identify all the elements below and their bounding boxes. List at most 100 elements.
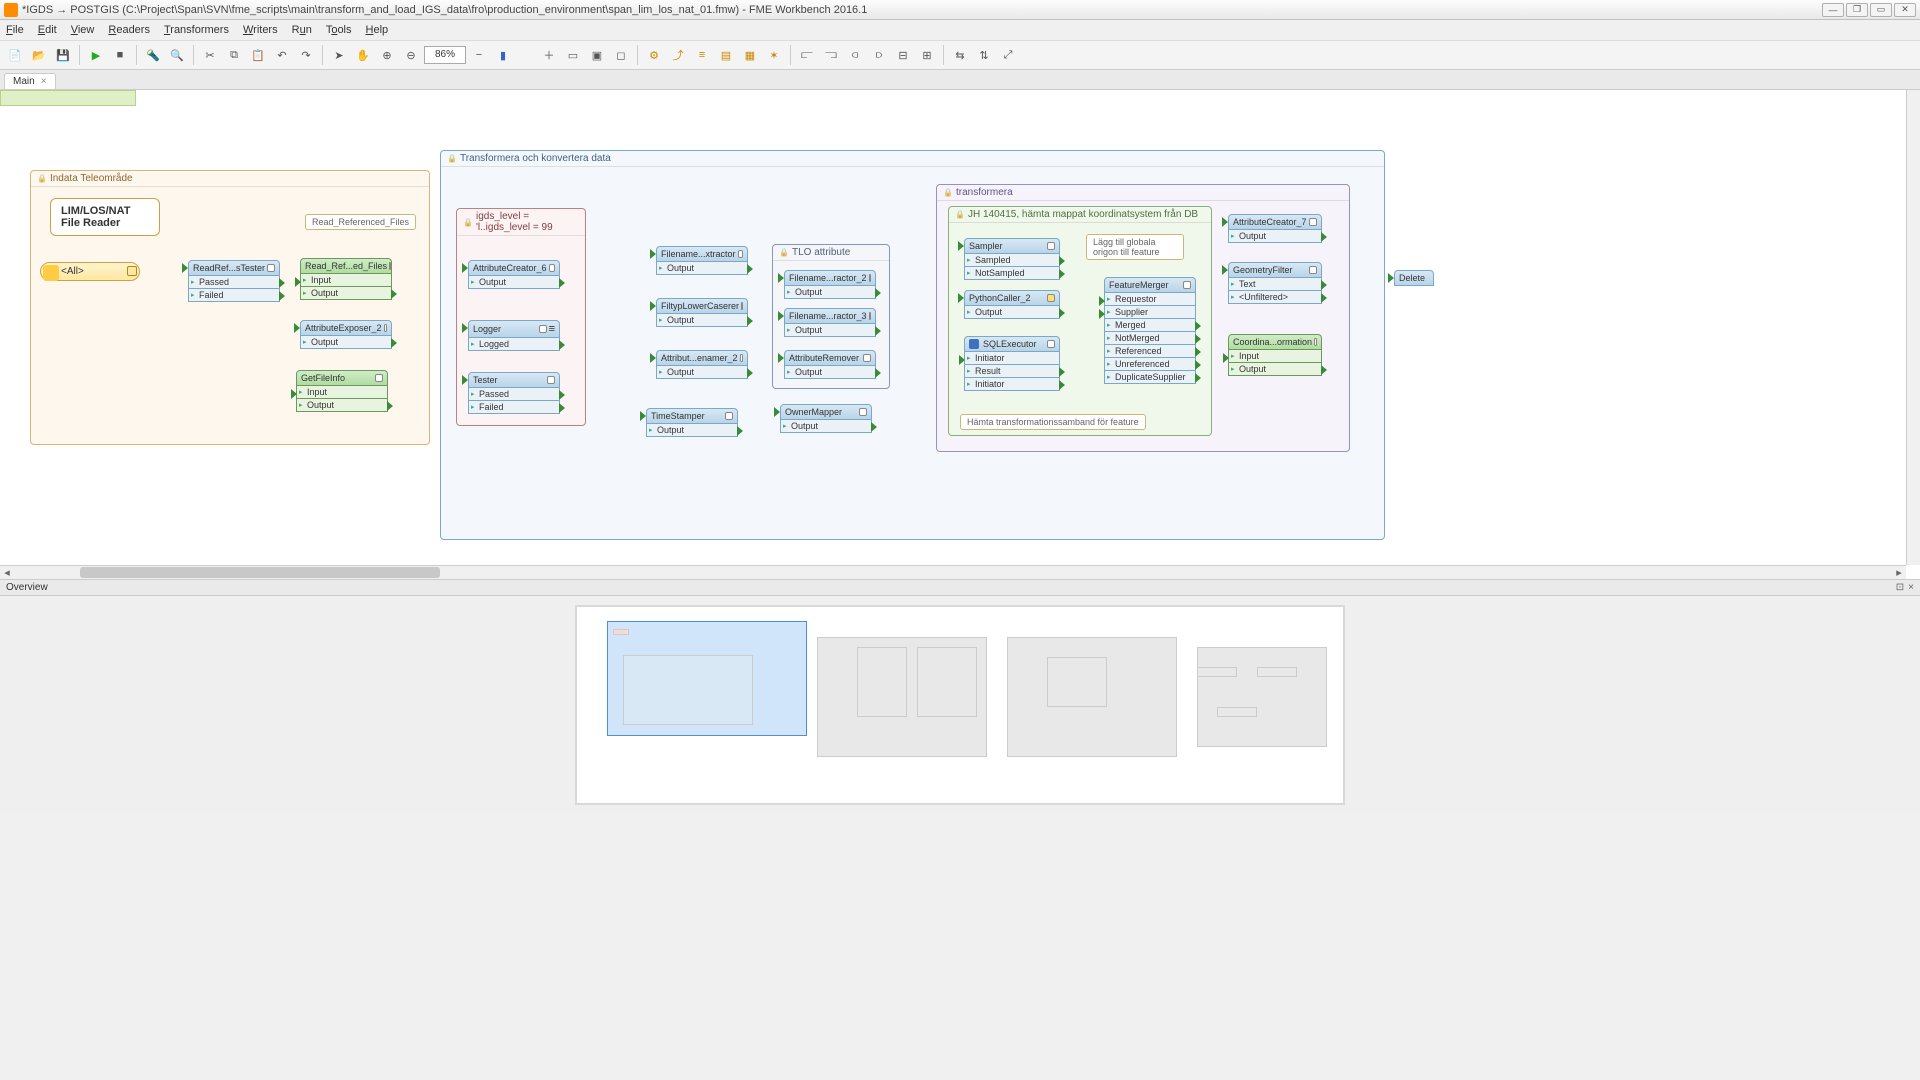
annot-readref[interactable]: Read_Referenced_Files <box>305 214 416 230</box>
node-ac7[interactable]: AttributeCreator_7 Output <box>1228 214 1322 243</box>
menu-transformers[interactable]: Transformers <box>164 24 229 36</box>
node-fm[interactable]: FeatureMerger Requestor Supplier Merged … <box>1104 277 1196 384</box>
bookmark-igds-title: igds_level = 'l..igds_level = 99 <box>457 209 585 236</box>
node-om[interactable]: OwnerMapper Output <box>780 404 872 433</box>
copy-icon[interactable]: ⧉ <box>223 44 245 66</box>
node-readref[interactable]: Read_Ref...ed_Files Input Output <box>300 258 392 300</box>
tab-close-icon[interactable]: × <box>41 76 47 87</box>
feature-all[interactable]: <All> <box>40 262 140 281</box>
gear-icon[interactable] <box>127 266 137 276</box>
node-flc[interactable]: FiltypLowerCaserer Output <box>656 298 748 327</box>
tool2-icon[interactable]: ▣ <box>586 44 608 66</box>
node-fnx[interactable]: Filename...xtractor Output <box>656 246 748 275</box>
node-sampler[interactable]: Sampler Sampled NotSampled <box>964 238 1060 280</box>
scroll-left-icon[interactable]: ◂ <box>0 566 14 579</box>
menu-help[interactable]: Help <box>366 24 389 36</box>
node-exposer[interactable]: AttributeExposer_2 Output <box>300 320 392 349</box>
menu-tools[interactable]: Tools <box>326 24 352 36</box>
node-sql[interactable]: SQLExecutor Initiator Result Initiator <box>964 336 1060 391</box>
reader-node[interactable]: LIM/LOS/NAT File Reader <box>50 198 160 236</box>
find-icon[interactable]: 🔍 <box>166 44 188 66</box>
overview-undock-icon[interactable]: ⊡ <box>1896 582 1904 593</box>
overview-panel[interactable] <box>0 596 1920 814</box>
tool1-icon[interactable]: ▭ <box>562 44 584 66</box>
node-logger[interactable]: Logger≡ Logged <box>468 320 560 351</box>
bookmark-jh-title: JH 140415, hämta mappat koordinatsystem … <box>949 207 1211 223</box>
annot-hamta[interactable]: Hämta transformationssamband för feature <box>960 414 1146 430</box>
node-tester2[interactable]: Tester Passed Failed <box>468 372 560 414</box>
annot-lagg[interactable]: Lägg till globala origon till feature <box>1086 234 1184 260</box>
close-button[interactable]: ✕ <box>1894 3 1916 17</box>
node-fr3[interactable]: Filename...ractor_3 Output <box>784 308 876 337</box>
dist1-icon[interactable]: ⇆ <box>949 44 971 66</box>
stop-icon[interactable]: ■ <box>109 44 131 66</box>
tool6-icon[interactable]: ≡ <box>691 44 713 66</box>
align3-icon[interactable]: ⫏ <box>844 44 866 66</box>
save-icon[interactable]: 💾 <box>52 44 74 66</box>
zoom-input[interactable]: 86% <box>424 46 466 64</box>
feature-icon <box>43 265 59 281</box>
node-gf[interactable]: GeometryFilter Text <Unfiltered> <box>1228 262 1322 304</box>
tool4-icon[interactable]: ⚙ <box>643 44 665 66</box>
cut-icon[interactable]: ✂ <box>199 44 221 66</box>
align2-icon[interactable]: ⫎ <box>820 44 842 66</box>
annotation-block[interactable] <box>0 90 136 106</box>
hscrollbar[interactable]: ◂ ▸ <box>0 565 1906 579</box>
node-tester1[interactable]: ReadRef...sTester Passed Failed <box>188 260 280 302</box>
node-coord[interactable]: Coordina...ormation Input Output <box>1228 334 1322 376</box>
undo-icon[interactable]: ↶ <box>271 44 293 66</box>
menu-file[interactable]: File <box>6 24 24 36</box>
align5-icon[interactable]: ⊟ <box>892 44 914 66</box>
node-fr2[interactable]: Filename...ractor_2 Output <box>784 270 876 299</box>
menu-readers[interactable]: Readers <box>108 24 150 36</box>
node-ts[interactable]: TimeStamper Output <box>646 408 738 437</box>
maximize-button[interactable]: ❐ <box>1846 3 1868 17</box>
align6-icon[interactable]: ⊞ <box>916 44 938 66</box>
run-icon[interactable]: ▶ <box>85 44 107 66</box>
tool8-icon[interactable]: ▦ <box>739 44 761 66</box>
redo-icon[interactable]: ↷ <box>295 44 317 66</box>
restore-button[interactable]: ▭ <box>1870 3 1892 17</box>
menu-writers[interactable]: Writers <box>243 24 278 36</box>
tool3-icon[interactable]: ◻ <box>610 44 632 66</box>
node-ar2[interactable]: Attribut...enamer_2 Output <box>656 350 748 379</box>
new-icon[interactable]: 📄 <box>4 44 26 66</box>
node-getfile[interactable]: GetFileInfo Input Output <box>296 370 388 412</box>
overview-close-icon[interactable]: × <box>1908 582 1914 593</box>
dist2-icon[interactable]: ⇅ <box>973 44 995 66</box>
titlebar: *IGDS → POSTGIS (C:\Project\Span\SVN\fme… <box>0 0 1920 20</box>
tab-main[interactable]: Main × <box>4 73 56 89</box>
align1-icon[interactable]: ⫍ <box>796 44 818 66</box>
node-ac6[interactable]: AttributeCreator_6 Output <box>468 260 560 289</box>
bookmark-icon[interactable]: ▮ <box>492 44 514 66</box>
node-pyc[interactable]: PythonCaller_2 Output <box>964 290 1060 319</box>
hscroll-thumb[interactable] <box>80 567 440 578</box>
pan-icon[interactable]: ✋ <box>352 44 374 66</box>
overview-canvas[interactable] <box>575 605 1345 805</box>
canvas[interactable]: Indata Teleområde Transformera och konve… <box>0 90 1920 579</box>
toolbar: 📄 📂 💾 ▶ ■ 🔦 🔍 ✂ ⧉ 📋 ↶ ↷ ➤ ✋ ⊕ ⊖ 86% − ▮ … <box>0 40 1920 70</box>
menu-edit[interactable]: Edit <box>38 24 57 36</box>
search-icon[interactable]: 🔦 <box>142 44 164 66</box>
zoomminus-icon[interactable]: − <box>468 44 490 66</box>
pointer-icon[interactable]: ➤ <box>328 44 350 66</box>
tool9-icon[interactable]: ✶ <box>763 44 785 66</box>
node-arem[interactable]: AttributeRemover Output <box>784 350 876 379</box>
paste-icon[interactable]: 📋 <box>247 44 269 66</box>
open-icon[interactable]: 📂 <box>28 44 50 66</box>
dist3-icon[interactable]: ⤢ <box>997 44 1019 66</box>
add-icon[interactable]: ＋ <box>538 44 560 66</box>
reader-l2: File Reader <box>61 217 149 229</box>
menubar: File Edit View Readers Transformers Writ… <box>0 20 1920 40</box>
tool5-icon[interactable]: ⤴ <box>667 44 689 66</box>
minimize-button[interactable]: — <box>1822 3 1844 17</box>
tool7-icon[interactable]: ▤ <box>715 44 737 66</box>
node-del[interactable]: Delete <box>1394 270 1434 286</box>
align4-icon[interactable]: ⫐ <box>868 44 890 66</box>
vscrollbar[interactable] <box>1906 90 1920 565</box>
zoomout-icon[interactable]: ⊖ <box>400 44 422 66</box>
scroll-right-icon[interactable]: ▸ <box>1892 566 1906 579</box>
menu-run[interactable]: Run <box>292 24 312 36</box>
menu-view[interactable]: View <box>71 24 95 36</box>
zoomin-icon[interactable]: ⊕ <box>376 44 398 66</box>
